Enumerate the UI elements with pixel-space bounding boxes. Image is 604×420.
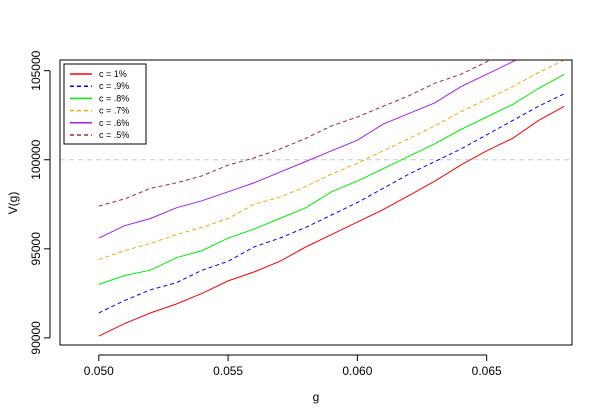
legend-label: c = .6% <box>99 118 129 128</box>
legend-label: c = .8% <box>99 93 129 103</box>
legend-label: c = 1% <box>99 69 127 79</box>
y-tick-label: 100000 <box>29 139 43 179</box>
series-line-1 <box>98 105 565 337</box>
legend-label: c = .5% <box>99 130 129 140</box>
legend: c = 1% c = .9% c = .8% c = .7% c = .6% c = .5… <box>63 63 147 145</box>
plot-frame <box>59 59 573 346</box>
series-line-4 <box>98 60 565 260</box>
x-tick-label: 0.060 <box>342 364 372 378</box>
x-tick-label: 0.050 <box>84 364 114 378</box>
y-tick-label: 105000 <box>29 50 43 90</box>
series-line-6 <box>98 60 492 207</box>
x-axis-title: g <box>313 390 320 404</box>
series-line-5 <box>98 60 517 239</box>
y-tick-label: 90000 <box>29 321 43 355</box>
x-tick-label: 0.055 <box>213 364 243 378</box>
series-line-2 <box>98 93 565 314</box>
legend-label: c = .7% <box>99 106 129 116</box>
legend-label: c = .9% <box>99 81 129 91</box>
series-line-3 <box>98 73 565 285</box>
y-tick-label: 95000 <box>29 232 43 266</box>
legend-box <box>63 63 147 145</box>
x-tick-label: 0.065 <box>472 364 502 378</box>
y-axis-title: V(g) <box>6 192 20 215</box>
